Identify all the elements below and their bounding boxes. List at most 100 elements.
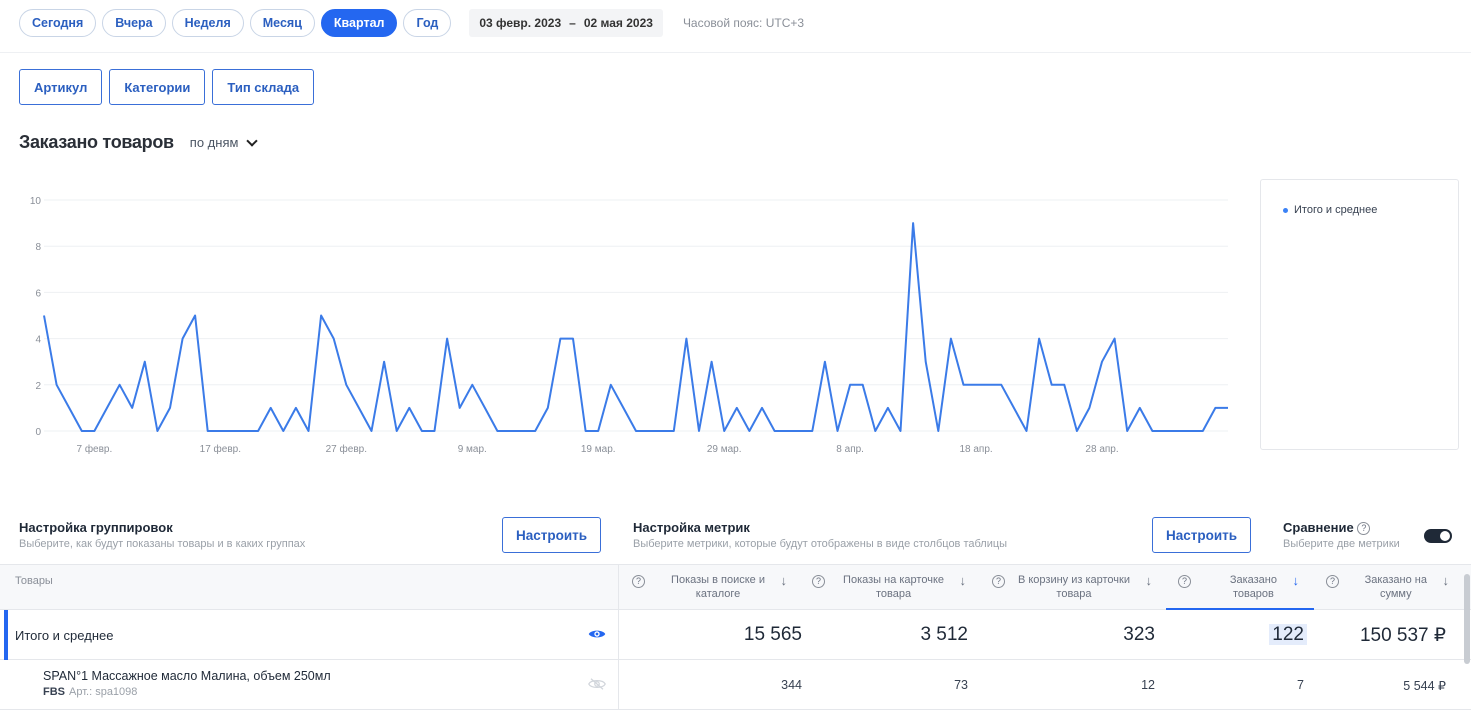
data-point[interactable] [307, 429, 311, 433]
comparison-toggle[interactable] [1424, 529, 1452, 543]
data-point[interactable] [168, 406, 172, 410]
data-point[interactable] [924, 360, 928, 364]
data-point[interactable] [1125, 429, 1129, 433]
data-point[interactable] [911, 221, 915, 225]
data-point[interactable] [55, 383, 59, 387]
data-point[interactable] [319, 314, 323, 318]
data-point[interactable] [1226, 406, 1230, 410]
data-point[interactable] [533, 429, 537, 433]
col-add-to-cart-header[interactable]: ? В корзину из карточки товара ↓ [992, 573, 1152, 603]
data-point[interactable] [735, 406, 739, 410]
total-row[interactable]: Итого и среднее 15 565 3 512 323 122 150… [0, 610, 1471, 660]
data-point[interactable] [836, 429, 840, 433]
data-point[interactable] [407, 406, 411, 410]
data-point[interactable] [92, 429, 96, 433]
data-point[interactable] [1188, 429, 1192, 433]
granularity-dropdown[interactable]: по дням [190, 134, 259, 150]
data-point[interactable] [458, 406, 462, 410]
data-point[interactable] [848, 383, 852, 387]
data-point[interactable] [999, 383, 1003, 387]
data-point[interactable] [1075, 429, 1079, 433]
data-point[interactable] [218, 429, 222, 433]
sort-arrow-icon[interactable]: ↓ [1292, 573, 1300, 588]
col-search-impressions-header[interactable]: ? Показы в поиске и каталоге ↓ [632, 573, 787, 603]
eye-icon[interactable] [588, 627, 606, 641]
data-point[interactable] [357, 406, 361, 410]
data-point[interactable] [621, 406, 625, 410]
data-point[interactable] [1024, 429, 1028, 433]
data-point[interactable] [67, 406, 71, 410]
data-point[interactable] [823, 360, 827, 364]
data-point[interactable] [672, 429, 676, 433]
data-point[interactable] [873, 429, 877, 433]
help-icon[interactable]: ? [1178, 575, 1191, 588]
sort-arrow-icon[interactable]: ↓ [1442, 573, 1450, 588]
data-point[interactable] [1113, 337, 1117, 341]
data-point[interactable] [42, 314, 46, 318]
data-point[interactable] [1201, 429, 1205, 433]
help-icon[interactable]: ? [632, 575, 645, 588]
data-point[interactable] [269, 406, 273, 410]
configure-grouping-button[interactable]: Настроить [502, 517, 602, 553]
data-point[interactable] [684, 337, 688, 341]
data-point[interactable] [508, 429, 512, 433]
data-point[interactable] [369, 429, 373, 433]
data-point[interactable] [634, 429, 638, 433]
series-line-total[interactable] [43, 222, 1228, 432]
data-point[interactable] [1037, 337, 1041, 341]
data-point[interactable] [445, 337, 449, 341]
data-point[interactable] [1176, 429, 1180, 433]
data-point[interactable] [710, 360, 714, 364]
data-point[interactable] [483, 406, 487, 410]
data-point[interactable] [470, 383, 474, 387]
help-icon[interactable]: ? [992, 575, 1005, 588]
data-point[interactable] [785, 429, 789, 433]
data-point[interactable] [949, 337, 953, 341]
data-point[interactable] [1150, 429, 1154, 433]
data-point[interactable] [584, 429, 588, 433]
data-point[interactable] [332, 337, 336, 341]
period-today-button[interactable]: Сегодня [19, 9, 97, 37]
data-point[interactable] [810, 429, 814, 433]
data-point[interactable] [961, 383, 965, 387]
data-point[interactable] [80, 429, 84, 433]
product-name[interactable]: SPAN°1 Массажное масло Малина, объем 250… [43, 669, 331, 683]
data-point[interactable] [344, 383, 348, 387]
data-point[interactable] [1138, 406, 1142, 410]
data-point[interactable] [1012, 406, 1016, 410]
data-point[interactable] [256, 429, 260, 433]
help-icon[interactable]: ? [812, 575, 825, 588]
period-month-button[interactable]: Месяц [249, 9, 315, 37]
data-point[interactable] [244, 429, 248, 433]
data-point[interactable] [974, 383, 978, 387]
col-ordered-items-header[interactable]: ? Заказано товаров ↓ [1178, 573, 1299, 603]
data-point[interactable] [105, 406, 109, 410]
data-point[interactable] [609, 383, 613, 387]
data-point[interactable] [231, 429, 235, 433]
data-point[interactable] [1163, 429, 1167, 433]
period-year-button[interactable]: Год [403, 9, 452, 37]
period-week-button[interactable]: Неделя [171, 9, 244, 37]
data-point[interactable] [1087, 406, 1091, 410]
data-point[interactable] [395, 429, 399, 433]
sort-arrow-icon[interactable]: ↓ [780, 573, 788, 588]
data-point[interactable] [143, 360, 147, 364]
data-point[interactable] [798, 429, 802, 433]
data-point[interactable] [206, 429, 210, 433]
help-icon[interactable]: ? [1326, 575, 1339, 588]
data-point[interactable] [1062, 383, 1066, 387]
table-row[interactable]: SPAN°1 Массажное масло Малина, объем 250… [0, 660, 1471, 710]
data-point[interactable] [1050, 383, 1054, 387]
data-point[interactable] [886, 406, 890, 410]
data-point[interactable] [382, 360, 386, 364]
data-point[interactable] [118, 383, 122, 387]
col-ordered-sum-header[interactable]: ? Заказано на сумму ↓ [1326, 573, 1449, 603]
data-point[interactable] [432, 429, 436, 433]
sort-arrow-icon[interactable]: ↓ [1145, 573, 1153, 588]
data-point[interactable] [773, 429, 777, 433]
data-point[interactable] [659, 429, 663, 433]
data-point[interactable] [1100, 360, 1104, 364]
data-point[interactable] [861, 383, 865, 387]
period-yesterday-button[interactable]: Вчера [102, 9, 166, 37]
data-point[interactable] [747, 429, 751, 433]
